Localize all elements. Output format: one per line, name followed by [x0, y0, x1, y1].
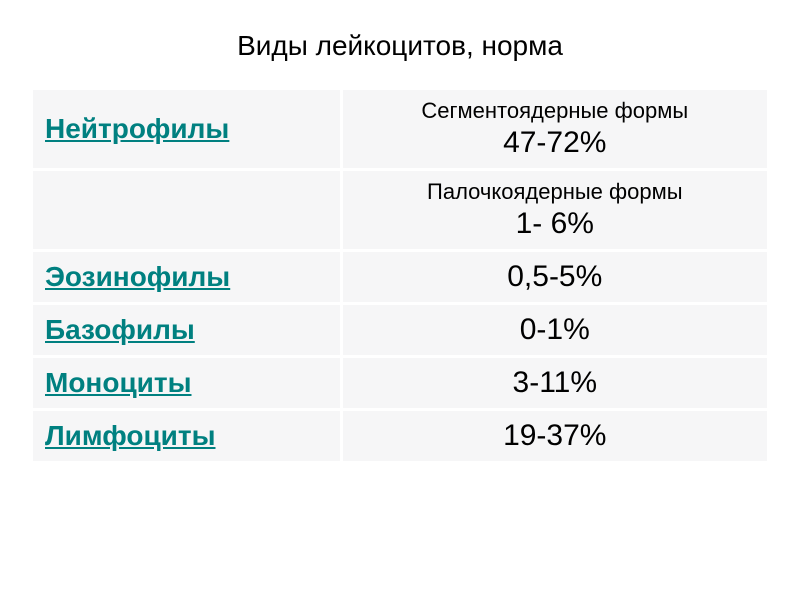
- table-row: Нейтрофилы Сегментоядерные формы 47-72%: [32, 89, 769, 170]
- subtype-label: Палочкоядерные формы: [355, 179, 755, 205]
- simple-value: 0-1%: [520, 313, 590, 346]
- cell-value: Палочкоядерные формы 1- 6%: [341, 170, 768, 251]
- table-row: Эозинофилы 0,5-5%: [32, 251, 769, 304]
- simple-value: 0,5-5%: [507, 260, 602, 293]
- table-row: Базофилы 0-1%: [32, 304, 769, 357]
- cell-value: 3-11%: [341, 357, 768, 410]
- cell-value: 0-1%: [341, 304, 768, 357]
- cell-value: Сегментоядерные формы 47-72%: [341, 89, 768, 170]
- subtype-value: 1- 6%: [355, 207, 755, 241]
- cell-type-eosinophils: Эозинофилы: [32, 251, 342, 304]
- table-row: Моноциты 3-11%: [32, 357, 769, 410]
- leukocyte-table: Нейтрофилы Сегментоядерные формы 47-72% …: [30, 87, 770, 464]
- subtype-label: Сегментоядерные формы: [355, 98, 755, 124]
- cell-value: 19-37%: [341, 410, 768, 463]
- cell-value: 0,5-5%: [341, 251, 768, 304]
- cell-type-monocytes: Моноциты: [32, 357, 342, 410]
- subtype-value: 47-72%: [355, 126, 755, 160]
- cell-type-lymphocytes: Лимфоциты: [32, 410, 342, 463]
- table-row: Лимфоциты 19-37%: [32, 410, 769, 463]
- simple-value: 19-37%: [503, 419, 606, 452]
- page-title: Виды лейкоцитов, норма: [30, 30, 770, 62]
- cell-type-neutrophils: Нейтрофилы: [32, 89, 342, 170]
- cell-type-basophils: Базофилы: [32, 304, 342, 357]
- cell-type-empty: [32, 170, 342, 251]
- table-row: Палочкоядерные формы 1- 6%: [32, 170, 769, 251]
- simple-value: 3-11%: [513, 366, 598, 399]
